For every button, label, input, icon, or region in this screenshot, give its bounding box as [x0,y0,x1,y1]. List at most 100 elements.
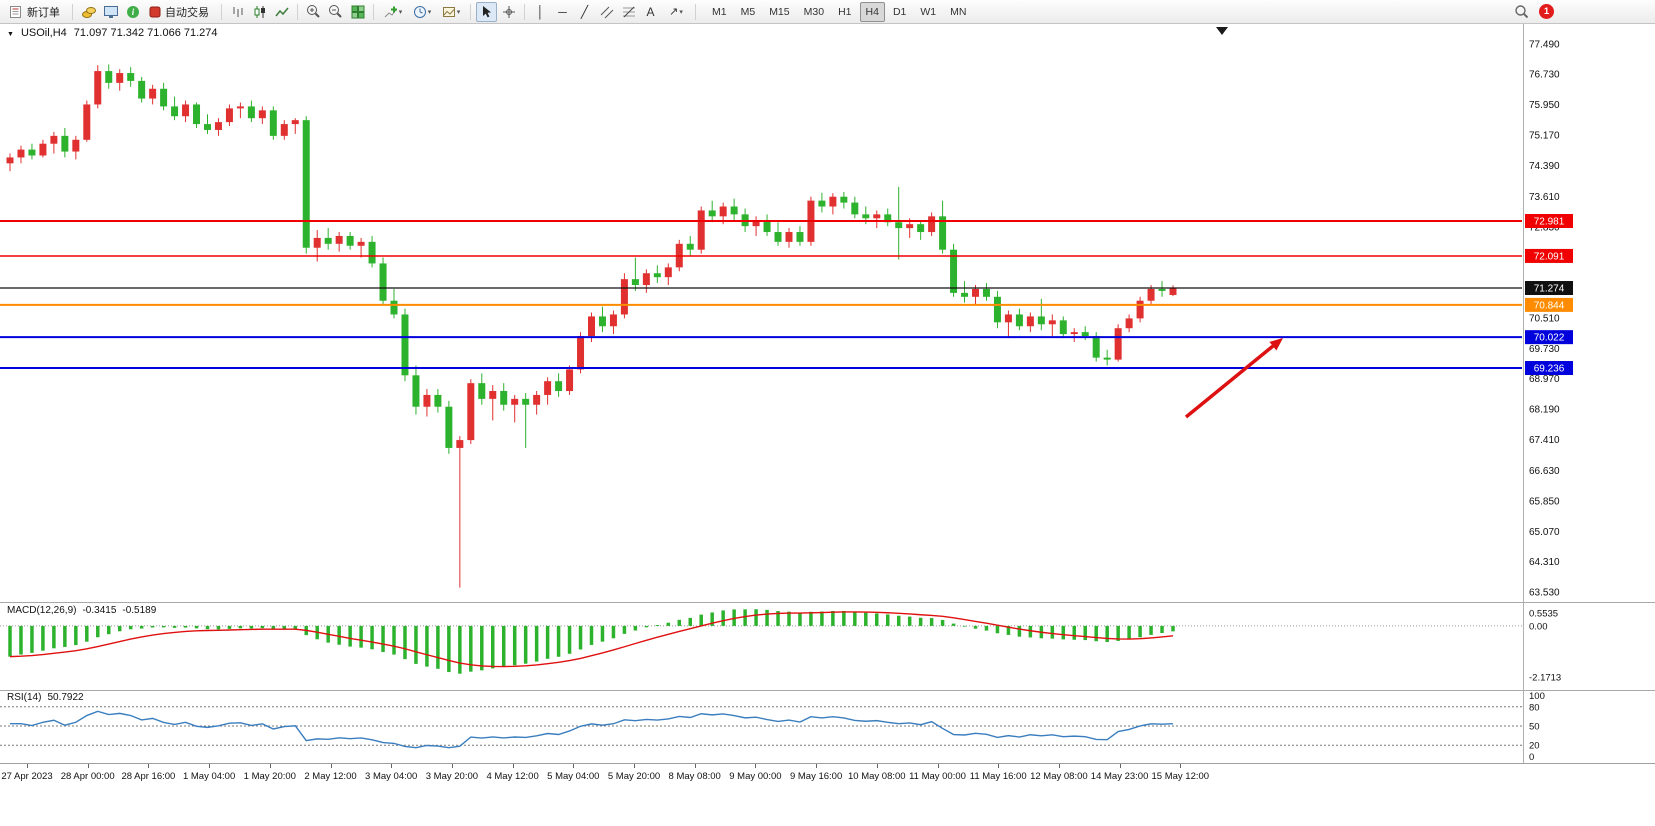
price-axis-label: 70.510 [1529,314,1560,325]
vertical-line-tool-icon[interactable]: │ [536,4,545,19]
svg-text:72.981: 72.981 [1534,217,1565,228]
trendline-tool-icon[interactable]: ╱ [580,4,589,19]
time-axis-label: 5 May 20:00 [607,771,661,782]
zoom-out-icon[interactable] [325,2,346,22]
price-axis-label: 76.730 [1529,69,1560,80]
macd-axis-label: 0.00 [1529,621,1548,632]
fibonacci-tool-icon[interactable] [618,2,639,22]
notification-badge[interactable]: 1 [1539,4,1554,19]
price-axis-label: 65.850 [1529,496,1560,507]
time-axis-tick [451,764,453,768]
data-window-icon[interactable] [100,2,121,22]
text-tool-icon[interactable]: A [646,4,655,19]
time-axis-tick [1180,764,1182,768]
price-axis-label: 68.970 [1529,374,1560,385]
price-axis-label: 77.490 [1529,40,1560,51]
time-axis-tick [269,764,271,768]
tile-windows-icon[interactable] [347,2,368,22]
time-axis[interactable]: 27 Apr 2023 28 Apr 00:00 28 Apr 16:00 1 May… [0,763,1655,789]
candle-series [6,64,1177,588]
time-axis-label: 10 May 08:00 [848,771,906,782]
timeframe-button-w1[interactable]: W1 [920,5,937,18]
time-axis-tick [998,764,1000,768]
cursor-tool-icon[interactable] [476,1,497,22]
rsi-axis-label: 80 [1529,702,1540,713]
autotrading-label: 自动交易 [165,6,209,19]
time-axis-label: 11 May 16:00 [969,771,1027,782]
time-axis-tick [391,764,393,768]
price-axis-label: 64.310 [1529,557,1560,568]
svg-text:72.091: 72.091 [1534,251,1565,262]
price-tag-70.844 [1525,297,1573,312]
toolbar-separator [470,3,471,20]
macd-histogram [8,609,1175,674]
macd-panel-canvas[interactable]: 0.5535 0.00 -2.1713 [0,602,1655,690]
time-axis-label: 1 May 04:00 [182,771,236,782]
time-axis-label: 27 Apr 2023 [1,771,53,782]
svg-text:70.022: 70.022 [1534,333,1565,344]
periods-dropdown[interactable]: ▾ [408,2,436,22]
channel-tool-icon[interactable] [596,2,617,22]
price-tag-71.274 [1525,281,1573,296]
toolbar-separator [221,3,222,20]
autotrading-button[interactable]: 自动交易 [144,1,216,23]
timeframe-button-m1[interactable]: M1 [712,5,727,18]
main-toolbar: 新订单 i 自动交易 ▾ ▾ ▾ │ ─ ╱ A ↗ ▾ M1 M5 M15 M3 [0,0,1655,24]
time-axis-label: 14 May 23:00 [1090,771,1149,782]
time-axis-label: 9 May 16:00 [789,771,843,782]
timeframe-group: M1 M5 M15 M30 H1 H4 D1 W1 MN [705,1,973,22]
search-icon[interactable] [1511,2,1532,22]
annotation-arrow[interactable] [1184,344,1275,419]
timeframe-button-m30[interactable]: M30 [803,5,825,18]
rsi-axis-label: 50 [1529,722,1540,733]
info-icon[interactable]: i [122,2,143,22]
time-axis-label: 11 May 00:00 [909,771,966,782]
crosshair-tool-icon[interactable] [498,2,519,22]
macd-axis-label: 0.5535 [1529,608,1558,619]
toolbar-separator [72,3,73,20]
candlestick-chart-icon[interactable] [249,2,270,22]
time-axis-label: 15 May 12:00 [1151,771,1210,782]
price-axis-label: 75.950 [1529,100,1560,111]
chart-ohlc-info: ▼ USOil,H4 71.097 71.342 71.066 71.274 [7,27,218,39]
templates-dropdown[interactable]: ▾ [437,2,465,22]
timeframe-button-m15[interactable]: M15 [769,5,790,18]
price-tag-70.022 [1525,330,1573,345]
time-axis-label: 28 Apr 00:00 [60,771,115,782]
line-chart-icon[interactable] [271,2,292,22]
timeframe-button-mn[interactable]: MN [950,5,967,18]
timeframe-button-h1[interactable]: H1 [838,5,852,18]
time-axis-label: 4 May 12:00 [486,771,539,782]
new-order-icon [10,5,21,18]
market-watch-icon[interactable] [78,2,99,22]
chart-shift-marker[interactable] [1216,27,1228,35]
time-axis-label: 28 Apr 16:00 [121,771,176,782]
one-click-trading-toggle-icon[interactable]: ▼ [7,31,14,38]
timeframe-button-m5[interactable]: M5 [740,5,756,18]
time-axis-label: 12 May 08:00 [1030,771,1088,782]
svg-text:70.844: 70.844 [1534,300,1565,311]
indicators-dropdown[interactable]: ▾ [379,2,407,22]
time-axis-tick [512,764,514,768]
timeframe-button-d1[interactable]: D1 [892,5,907,18]
timeframe-button-h4[interactable]: H4 [859,1,885,22]
rsi-axis-label: 100 [1529,691,1545,702]
price-axis-label: 63.530 [1529,588,1560,599]
macd-name: MACD(12,26,9) [7,605,77,616]
time-axis-tick [1058,764,1060,768]
price-axis-label: 74.390 [1529,161,1560,172]
arrows-tool-dropdown[interactable]: ↗ ▾ [662,2,690,22]
macd-signal-line [9,611,1174,668]
zoom-in-icon[interactable] [303,2,324,22]
time-axis-label: 5 May 04:00 [547,771,600,782]
horizontal-line-tool-icon[interactable]: ─ [558,4,567,19]
time-axis-tick [330,764,332,768]
price-axis-label: 73.610 [1529,192,1560,203]
annotation-arrow-head [1269,338,1283,351]
new-order-button[interactable]: 新订单 [4,1,67,23]
main-chart-canvas[interactable]: 77.49076.73075.95075.17074.39073.61072.8… [0,24,1655,602]
bar-chart-icon[interactable] [227,2,248,22]
price-axis-label: 75.170 [1529,131,1560,142]
time-axis-tick [573,764,575,768]
